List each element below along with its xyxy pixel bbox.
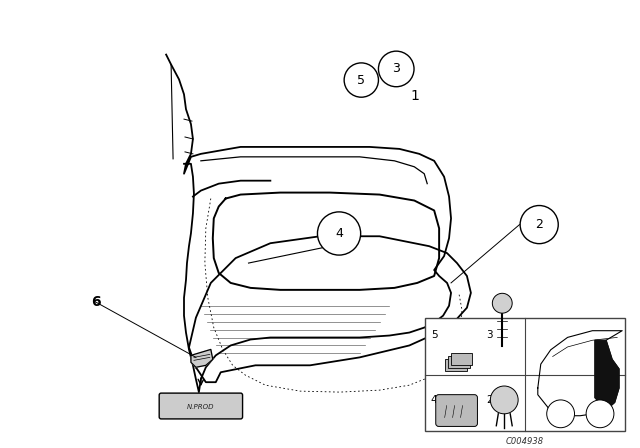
Text: 5: 5 — [431, 330, 437, 340]
Circle shape — [317, 212, 361, 255]
Text: 2: 2 — [535, 218, 543, 231]
Bar — [445, 359, 467, 370]
Text: 1: 1 — [411, 89, 420, 103]
Polygon shape — [191, 349, 212, 367]
Bar — [447, 356, 470, 368]
Text: 2: 2 — [486, 395, 493, 405]
Polygon shape — [595, 340, 619, 410]
Text: 3: 3 — [486, 330, 493, 340]
Text: 6: 6 — [92, 295, 101, 310]
Bar — [425, 318, 625, 431]
FancyBboxPatch shape — [159, 393, 243, 419]
FancyBboxPatch shape — [436, 395, 477, 426]
Circle shape — [492, 293, 512, 313]
Circle shape — [344, 63, 378, 97]
Text: 5: 5 — [357, 73, 365, 86]
Circle shape — [378, 51, 414, 87]
Text: N.PROD: N.PROD — [187, 404, 214, 410]
Circle shape — [490, 386, 518, 414]
Text: C004938: C004938 — [506, 437, 544, 446]
Circle shape — [520, 206, 558, 244]
Bar — [451, 353, 472, 365]
Text: 4: 4 — [335, 227, 343, 240]
Circle shape — [586, 400, 614, 428]
Text: 3: 3 — [392, 62, 400, 75]
Text: 4: 4 — [431, 395, 437, 405]
Circle shape — [547, 400, 575, 428]
